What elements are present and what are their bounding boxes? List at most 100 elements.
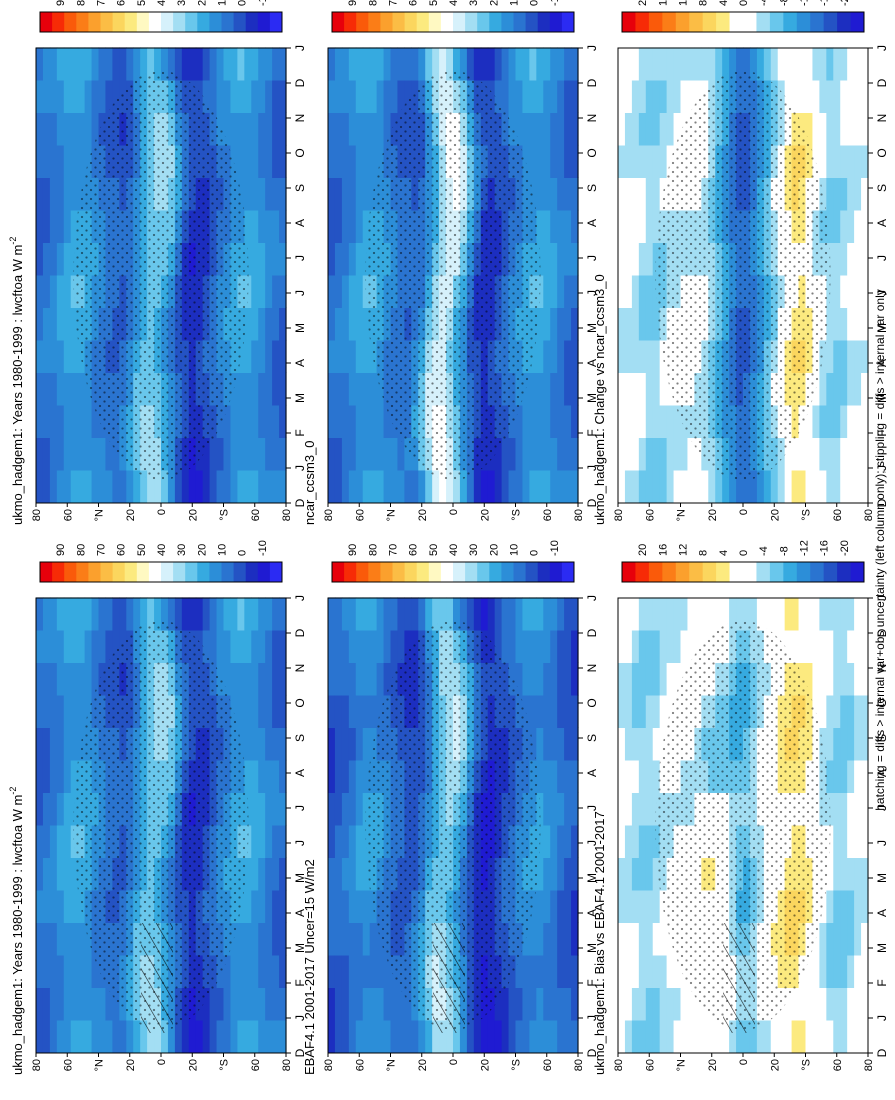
- heatmap-cell: [355, 759, 364, 793]
- heatmap-cell: [362, 889, 371, 923]
- heatmap-cell: [624, 209, 633, 243]
- colorbar-swatch: [344, 12, 357, 32]
- heatmap-cell: [550, 1019, 558, 1053]
- y-tick-label: 20: [417, 509, 429, 521]
- colorbar-label: -10: [257, 0, 269, 6]
- heatmap-cell: [272, 79, 280, 113]
- heatmap-cell: [70, 372, 79, 406]
- colorbar-label: 50: [428, 0, 440, 6]
- heatmap-cell: [56, 177, 65, 211]
- heatmap-cell: [42, 597, 51, 631]
- heatmap-cell: [36, 112, 44, 146]
- heatmap-cell: [624, 857, 633, 891]
- heatmap-cell: [397, 437, 405, 471]
- heatmap-cell: [624, 662, 633, 696]
- heatmap-cell: [258, 889, 266, 923]
- heatmap-cell: [515, 47, 524, 81]
- heatmap-cell: [362, 694, 371, 728]
- y-tick-label: 80: [573, 1059, 585, 1071]
- colorbar-swatch: [810, 12, 825, 32]
- heatmap-cell: [209, 987, 218, 1021]
- heatmap-cell: [390, 469, 399, 503]
- heatmap-cell: [376, 79, 385, 113]
- heatmap-cell: [847, 209, 855, 243]
- heatmap-cell: [557, 404, 565, 438]
- x-tick-label: N: [293, 664, 307, 673]
- heatmap-cell: [833, 339, 841, 373]
- heatmap-cell: [847, 79, 855, 113]
- heatmap-cell: [174, 1019, 183, 1053]
- colorbar-swatch: [173, 12, 186, 32]
- heatmap-cell: [251, 437, 259, 471]
- heatmap-cell: [847, 727, 855, 761]
- heatmap-cell: [543, 727, 551, 761]
- heatmap-cell: [624, 954, 633, 988]
- heatmap-cell: [341, 694, 350, 728]
- colorbar-label: 60: [116, 544, 128, 556]
- colorbar-swatch: [489, 562, 502, 582]
- x-tick-label: M: [875, 943, 889, 953]
- heatmap-cell: [355, 662, 364, 696]
- x-tick-label: A: [585, 769, 599, 777]
- heatmap-cell: [36, 759, 44, 793]
- heatmap-cell: [687, 437, 695, 471]
- heatmap-cell: [473, 47, 482, 81]
- heatmap-cell: [77, 47, 86, 81]
- y-tick-label: 0: [448, 509, 460, 515]
- heatmap-cell: [36, 307, 44, 341]
- heatmap-cell: [258, 79, 266, 113]
- x-tick-label: A: [585, 359, 599, 367]
- colorbar-swatch: [689, 562, 704, 582]
- x-tick-label: O: [875, 148, 889, 157]
- colorbar-swatch: [257, 562, 271, 582]
- heatmap-cell: [680, 469, 689, 503]
- heatmap-cell: [49, 629, 58, 663]
- heatmap-cell: [861, 597, 869, 631]
- heatmap-cell: [645, 404, 654, 438]
- heatmap-cell: [638, 759, 647, 793]
- heatmap-cell: [230, 404, 238, 438]
- heatmap-cell: [494, 597, 503, 631]
- heatmap-cell: [265, 47, 273, 81]
- y-tick-label: °N: [386, 509, 398, 521]
- colorbar-swatch: [635, 562, 650, 582]
- colorbar-swatch: [356, 12, 369, 32]
- heatmap-cell: [63, 177, 72, 211]
- heatmap-cell: [348, 242, 357, 276]
- heatmap-cell: [348, 177, 357, 211]
- heatmap-cell: [223, 437, 232, 471]
- heatmap-cell: [42, 1019, 51, 1053]
- heatmap-cell: [791, 437, 800, 471]
- heatmap-cell: [645, 662, 654, 696]
- y-axis: 80 60 °N 20 0 20 °S 60 80: [613, 503, 875, 521]
- heatmap-cell: [652, 339, 661, 373]
- heatmap-cell: [638, 629, 647, 663]
- heatmap-cell: [840, 824, 848, 858]
- heatmap-cell: [673, 79, 682, 113]
- heatmap-cell: [618, 727, 626, 761]
- heatmap-cell: [571, 144, 579, 178]
- heatmap-cell: [223, 1019, 232, 1053]
- heatmap-cell: [362, 922, 371, 956]
- heatmap-cell: [854, 694, 862, 728]
- heatmap-cell: [63, 339, 72, 373]
- heatmap-cell: [258, 759, 266, 793]
- heatmap-cell: [390, 1019, 399, 1053]
- heatmap-cell: [362, 597, 371, 631]
- heatmap-cell: [833, 727, 841, 761]
- heatmap-cell: [861, 759, 869, 793]
- heatmap-cell: [847, 437, 855, 471]
- heatmap-cell: [84, 437, 93, 471]
- heatmap-cell: [557, 824, 565, 858]
- heatmap-cell: [49, 404, 58, 438]
- heatmap-cell: [652, 1019, 661, 1053]
- colorbar-label: 90: [55, 0, 67, 6]
- heatmap-cell: [265, 372, 273, 406]
- heatmap-cell: [840, 404, 848, 438]
- heatmap-cell: [557, 629, 565, 663]
- y-tick-label: 20: [479, 1059, 491, 1071]
- heatmap-cell: [618, 824, 626, 858]
- colorbar-swatch: [40, 12, 53, 32]
- heatmap-cell: [355, 987, 364, 1021]
